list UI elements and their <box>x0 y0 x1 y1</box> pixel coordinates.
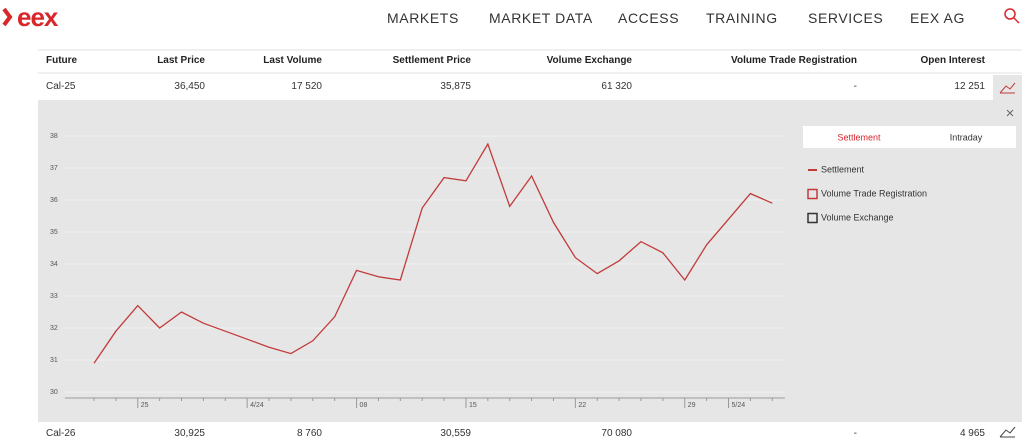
nav-link[interactable]: MARKETS <box>387 10 459 26</box>
legend-label: Settlement <box>821 164 865 174</box>
x-tick-label: 15 <box>469 402 477 409</box>
search-icon[interactable] <box>1004 8 1016 20</box>
cell: 4 965 <box>959 428 985 439</box>
y-tick-label: 35 <box>50 229 58 236</box>
cell: Cal-25 <box>46 81 76 92</box>
x-tick-label: 08 <box>360 402 368 409</box>
cell: 61 320 <box>601 81 632 92</box>
column-header: Volume Trade Registration <box>731 55 857 66</box>
cell: - <box>853 81 857 92</box>
legend-swatch <box>807 188 818 200</box>
cell: 30,925 <box>174 428 205 439</box>
y-tick-label: 36 <box>50 197 58 204</box>
logo[interactable]: eex <box>17 2 58 32</box>
nav-link[interactable]: SERVICES <box>808 10 884 26</box>
y-tick-label: 37 <box>50 165 58 172</box>
search-icon <box>1013 17 1020 24</box>
nav-link[interactable]: TRAINING <box>706 10 778 26</box>
y-tick-label: 38 <box>50 133 58 140</box>
y-tick-label: 34 <box>50 261 58 268</box>
column-header: Future <box>46 55 78 66</box>
tab-bar <box>803 126 1016 148</box>
column-header: Settlement Price <box>392 55 471 66</box>
legend-swatch <box>807 212 818 224</box>
cell: 36,450 <box>174 81 205 92</box>
legend-label[interactable]: Volume Trade Registration <box>821 188 927 198</box>
nav-link[interactable]: ACCESS <box>618 10 680 26</box>
cell: - <box>853 428 857 439</box>
cell: 70 080 <box>601 428 632 439</box>
cell: 30,559 <box>440 428 471 439</box>
cell: 17 520 <box>291 81 322 92</box>
column-header: Last Price <box>157 55 205 66</box>
y-tick-label: 30 <box>50 389 58 396</box>
x-tick-label: 29 <box>688 402 696 409</box>
x-tick-label: 4/24 <box>250 402 264 409</box>
column-header: Volume Exchange <box>546 55 632 66</box>
x-tick-label: 5/24 <box>732 402 746 409</box>
tab[interactable]: Settlement <box>837 132 881 142</box>
logo-mark <box>2 7 13 27</box>
x-tick-label: 22 <box>578 402 586 409</box>
cell: 35,875 <box>440 81 471 92</box>
chart-icon <box>999 82 1016 94</box>
chart-icon[interactable] <box>999 426 1016 438</box>
column-header: Last Volume <box>263 55 322 66</box>
cell: 12 251 <box>954 81 985 92</box>
cell: 8 760 <box>296 428 322 439</box>
x-tick-label: 25 <box>141 402 149 409</box>
legend-label[interactable]: Volume Exchange <box>821 212 894 222</box>
nav-link[interactable]: EEX AG <box>910 10 965 26</box>
tab[interactable]: Intraday <box>950 132 983 142</box>
close-icon[interactable] <box>1006 109 1014 117</box>
y-tick-label: 32 <box>50 325 58 332</box>
cell: Cal-26 <box>46 428 76 439</box>
chart-panel <box>38 100 1022 422</box>
column-header: Open Interest <box>920 55 985 66</box>
series-line <box>93 142 773 364</box>
nav-link[interactable]: MARKET DATA <box>489 10 593 26</box>
y-tick-label: 33 <box>50 293 58 300</box>
y-tick-label: 31 <box>50 357 58 364</box>
